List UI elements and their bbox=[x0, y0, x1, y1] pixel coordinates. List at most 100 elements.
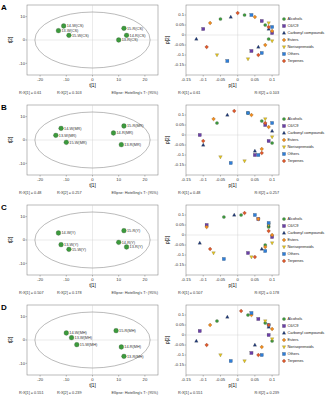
point bbox=[263, 245, 267, 249]
point bbox=[260, 19, 263, 22]
point bbox=[67, 33, 72, 38]
x-axis-label: p[1] bbox=[228, 383, 236, 388]
point bbox=[271, 121, 274, 124]
legend-marker bbox=[282, 24, 285, 27]
point bbox=[256, 353, 260, 357]
point-label: 14-R(Y) bbox=[122, 241, 136, 245]
point bbox=[263, 43, 267, 47]
x-tick-label: -0.1 bbox=[200, 77, 208, 82]
point bbox=[236, 11, 240, 15]
point-label: 13-R(MH) bbox=[127, 355, 144, 359]
point-label: 14-W(MH) bbox=[69, 331, 87, 335]
annotation: R²X[1] = 0.507 bbox=[178, 291, 203, 295]
annotation: R²X[2] = 0.257 bbox=[57, 191, 82, 195]
x-tick-label: -20 bbox=[37, 377, 44, 382]
legend-marker bbox=[282, 238, 286, 242]
point-label: 14-R(MR) bbox=[116, 131, 133, 135]
point-label: 13-R(MR) bbox=[124, 143, 141, 147]
x-tick-label: 0 bbox=[236, 77, 239, 82]
legend-label: Alcohols bbox=[288, 116, 303, 121]
point bbox=[246, 111, 249, 114]
zero-line bbox=[186, 235, 279, 236]
point bbox=[243, 13, 246, 16]
y-tick bbox=[26, 63, 28, 64]
x-tick-label: 20 bbox=[143, 277, 148, 282]
legend-label: Carbonyl compounds bbox=[288, 330, 325, 335]
point bbox=[119, 142, 124, 147]
point bbox=[250, 113, 254, 117]
point bbox=[114, 328, 119, 333]
plot-frame bbox=[186, 205, 279, 275]
plot-frame bbox=[27, 305, 158, 375]
x-tick-label: 20 bbox=[143, 77, 148, 82]
hotelling-ellipse bbox=[35, 212, 150, 268]
point-label: 13-W(MR) bbox=[59, 134, 77, 138]
point bbox=[270, 233, 274, 237]
annotation: R²X[2] = 0.257 bbox=[254, 191, 279, 195]
legend-marker bbox=[282, 17, 285, 20]
point bbox=[246, 58, 250, 61]
point bbox=[195, 37, 199, 40]
point bbox=[257, 153, 260, 156]
x-tick-label: -0.05 bbox=[216, 77, 226, 82]
point bbox=[250, 256, 254, 259]
y-tick-label: 0.1 bbox=[178, 112, 184, 117]
panel: D-20-1001020-10010t[1]t[2]R²X[1] = 0.551… bbox=[1, 303, 159, 395]
point-label: 15-R(MR) bbox=[127, 124, 144, 128]
point bbox=[270, 327, 274, 331]
legend-label: Esters bbox=[288, 337, 299, 342]
hotelling-ellipse bbox=[35, 312, 150, 368]
y-tick bbox=[185, 225, 187, 226]
x-tick-label: 0 bbox=[236, 177, 239, 182]
point bbox=[267, 229, 271, 233]
x-tick-label: -0.1 bbox=[200, 277, 208, 282]
y-tick bbox=[26, 240, 28, 241]
panel: C-20-1001020-10010t[1]t[2]R²X[1] = 0.507… bbox=[1, 203, 159, 295]
legend-marker bbox=[282, 159, 286, 163]
y-tick-label: 0 bbox=[23, 37, 26, 42]
x-tick-label: 0.05 bbox=[251, 77, 260, 82]
annotation: R²X[2] = 0.178 bbox=[57, 291, 82, 295]
point bbox=[267, 139, 270, 142]
point bbox=[271, 141, 274, 144]
point bbox=[61, 24, 66, 29]
y-tick-label: 10 bbox=[20, 314, 25, 319]
legend-marker bbox=[282, 359, 286, 363]
y-tick bbox=[185, 315, 187, 316]
y-tick-label: -0.1 bbox=[177, 152, 185, 157]
y-tick-label: 0 bbox=[182, 32, 185, 37]
zero-line bbox=[237, 105, 238, 175]
x-tick-label: -0.15 bbox=[181, 377, 191, 382]
y-tick bbox=[185, 235, 187, 236]
legend: AlcoholsC6/C9Carbonyl compoundsEstersNor… bbox=[282, 116, 324, 163]
point bbox=[260, 119, 263, 122]
point bbox=[122, 354, 127, 359]
point bbox=[56, 28, 61, 33]
legend-label: C6/C9 bbox=[288, 223, 299, 228]
legend-marker bbox=[282, 138, 286, 142]
x-tick-label: -0.15 bbox=[181, 277, 191, 282]
panel: -0.15-0.1-0.0500.050.1-0.15-0.1-0.0500.0… bbox=[165, 5, 324, 95]
point bbox=[122, 124, 127, 129]
legend-label: Terpenes bbox=[288, 58, 304, 63]
y-tick-label: 10 bbox=[20, 214, 25, 219]
point bbox=[240, 213, 243, 216]
point bbox=[267, 22, 271, 25]
y-tick bbox=[26, 163, 28, 164]
point-label: 14-W(Y) bbox=[61, 231, 76, 235]
point-label: 14-W(CS) bbox=[67, 24, 85, 28]
legend-label: Carbonyl compounds bbox=[288, 230, 325, 235]
y-tick-label: 0 bbox=[23, 237, 26, 242]
point bbox=[264, 23, 267, 26]
legend-marker bbox=[282, 59, 286, 63]
plot-frame bbox=[186, 105, 279, 175]
y-axis-label: p[2] bbox=[165, 36, 170, 44]
x-tick-label: 0.1 bbox=[269, 177, 275, 182]
point-label: 13-R(CS) bbox=[122, 38, 139, 42]
annotation: R²X[1] = 0.48 bbox=[19, 191, 41, 195]
x-tick-label: 10 bbox=[116, 377, 121, 382]
hotelling-ellipse bbox=[35, 12, 150, 68]
point bbox=[198, 241, 202, 244]
point bbox=[246, 111, 249, 114]
x-tick-label: 0 bbox=[91, 77, 94, 82]
